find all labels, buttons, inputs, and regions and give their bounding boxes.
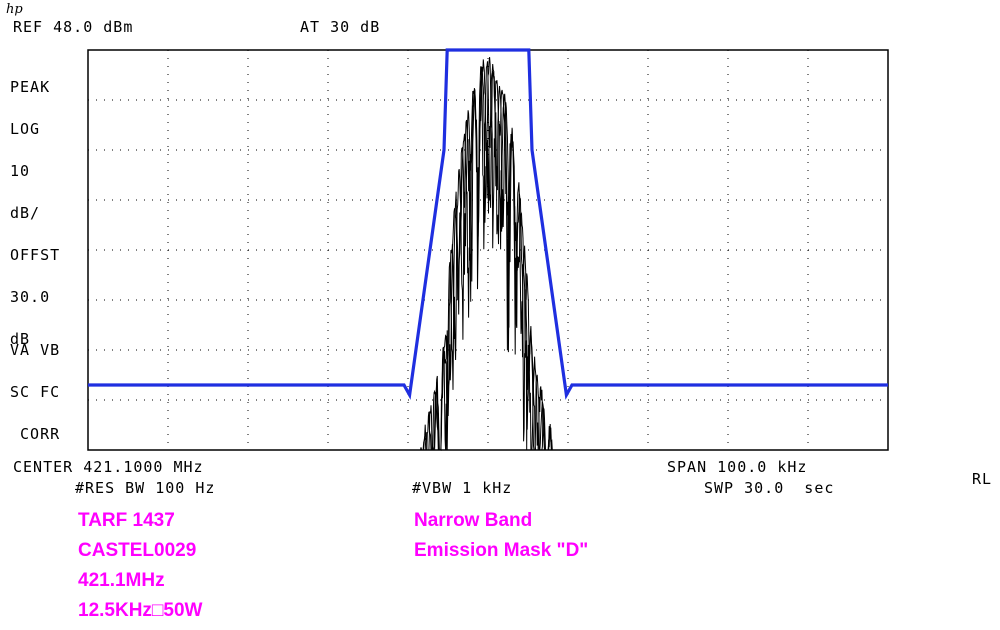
note-emission-mask: Emission Mask "D" (414, 540, 589, 561)
scale-line: 10 (10, 162, 31, 180)
status-annotations: VA VB SC FC CORR (10, 315, 60, 455)
scale-line: PEAK (10, 78, 51, 96)
scale-line: 30.0 (10, 288, 51, 306)
status-line: CORR (10, 425, 61, 443)
resolution-bandwidth: #RES BW 100 Hz (75, 479, 216, 497)
status-line: VA VB (10, 341, 61, 359)
rl-indicator: RL (972, 470, 993, 488)
sweep-time: SWP 30.0 sec (704, 479, 835, 497)
note-tarf: TARF 1437 (78, 510, 175, 531)
emission-mask-line (88, 48, 888, 400)
frequency-span: SPAN 100.0 kHz (667, 458, 808, 476)
trace-layer (420, 57, 556, 451)
hp-logo: hp (6, 2, 23, 17)
reference-level: REF 48.0 dBm (13, 18, 134, 36)
note-channel: 12.5KHz□50W (78, 600, 203, 621)
spectrum-display (87, 48, 889, 451)
scale-line: dB (10, 330, 31, 348)
center-frequency: CENTER 421.1000 MHz (13, 458, 204, 476)
scale-line: dB/ (10, 204, 41, 222)
scale-line: OFFST (10, 246, 61, 264)
attenuation: AT 30 dB (300, 18, 381, 36)
spectrum-trace (420, 61, 556, 451)
scale-annotations: PEAK LOG 10 dB/ OFFST 30.0 dB (10, 52, 60, 360)
note-castel: CASTEL0029 (78, 540, 197, 561)
mask-layer (88, 48, 888, 400)
note-narrow-band: Narrow Band (414, 510, 533, 531)
note-frequency: 421.1MHz (78, 570, 165, 591)
scale-line: LOG (10, 120, 41, 138)
video-bandwidth: #VBW 1 kHz (412, 479, 513, 497)
status-line: SC FC (10, 383, 61, 401)
